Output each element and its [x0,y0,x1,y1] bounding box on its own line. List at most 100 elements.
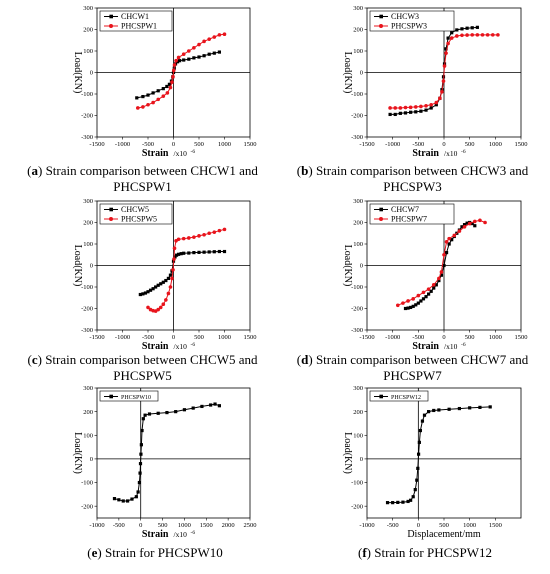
data-point-CHCW5 [217,249,221,254]
y-axis-label: Load(KN) [342,245,353,287]
legend-label: PHCSPW5 [121,215,157,224]
data-point-PHCSPW1 [171,68,176,73]
plot-frame [96,387,251,519]
data-point-PHCSPW12 [417,440,421,444]
data-point-PHCSPW1 [212,35,217,39]
data-point-CHCW1 [182,58,186,62]
y-axis-label: Load(KN) [342,432,353,474]
caption-d: (d) Strain comparison between CHCW7 and … [296,352,529,383]
data-point-PHCSPW5 [222,227,227,232]
data-point-PHCSPW3 [429,102,433,107]
data-point-PHCSPW1 [146,102,150,107]
y-tick-label: 300 [83,198,93,205]
data-point-PHCSPW1 [222,32,227,37]
legend-marker [379,217,383,221]
data-point-CHCW5 [182,251,186,255]
data-point-CHCW7 [403,306,408,311]
data-point-PHCSPW1 [156,97,160,102]
data-point-CHCW3 [465,26,469,30]
data-point-CHCW7 [465,221,469,225]
data-point-CHCW1 [212,51,216,55]
data-point-CHCW1 [207,52,211,56]
y-tick-label: 200 [83,220,93,227]
data-point-PHCSPW10 [200,404,204,409]
data-point-PHCSPW7 [483,220,487,225]
x-axis-unit-exponent: -6 [461,342,466,348]
data-point-PHCSPW5 [187,236,191,240]
data-point-CHCW7 [473,224,477,228]
x-tick-label: 500 [158,522,168,529]
data-point-CHCW7 [419,299,423,303]
data-point-CHCW5 [141,292,145,296]
data-point-PHCSPW3 [460,33,464,38]
y-tick-label: 100 [353,48,363,55]
x-axis-unit: /x10 [174,530,188,539]
legend-label: PHCSPW12 [391,395,421,401]
data-point-PHCSPW7 [416,293,421,298]
data-point-CHCW5 [156,283,160,287]
x-tick-label: 500 [465,334,475,341]
data-point-CHCW7 [414,303,418,307]
x-tick-label: -500 [412,141,424,148]
data-point-PHCSPW7 [457,229,462,233]
data-point-CHCW7 [437,278,441,283]
y-tick-label: 0 [90,263,93,270]
data-point-PHCSPW1 [192,45,196,50]
data-point-CHCW1 [135,96,139,100]
data-point-PHCSPW12 [432,408,436,413]
data-point-PHCSPW5 [172,257,176,261]
data-point-CHCW1 [165,84,169,89]
data-point-PHCSPW7 [396,303,400,308]
data-point-PHCSPW7 [439,270,444,274]
y-tick-label: 100 [83,241,93,248]
data-point-CHCW1 [178,59,182,63]
data-point-CHCW7 [470,221,474,226]
legend-box [99,390,159,402]
y-tick-label: 200 [353,409,363,416]
x-tick-label: 500 [194,334,204,341]
data-point-CHCW3 [455,28,459,32]
data-point-PHCSPW12 [478,405,482,409]
y-tick-label: -200 [81,113,93,120]
y-tick-label: 200 [353,220,363,227]
data-point-CHCW7 [409,305,413,310]
legend-marker [379,24,383,28]
y-tick-label: -200 [81,503,93,510]
data-point-PHCSPW10 [143,413,147,417]
data-point-PHCSPW10 [213,402,217,406]
data-point-PHCSPW12 [457,406,461,411]
y-tick-label: 300 [83,5,93,12]
data-point-PHCSPW3 [490,33,495,37]
data-point-CHCW3 [450,31,454,35]
data-point-PHCSPW10 [138,462,143,466]
legend-box [369,10,455,32]
data-point-PHCSPW10 [136,490,140,494]
data-point-PHCSPW1 [168,85,173,90]
data-point-PHCSPW1 [165,91,170,95]
caption-b: (b) Strain comparison between CHCW3 and … [296,163,529,194]
y-axis-label: Load(KN) [342,52,353,94]
data-point-CHCW1 [167,82,172,86]
data-point-PHCSPW3 [434,100,439,105]
data-point-PHCSPW7 [426,287,431,291]
data-point-PHCSPW3 [393,106,398,110]
data-point-CHCW3 [403,111,408,115]
data-point-CHCW7 [416,301,420,305]
data-point-PHCSPW5 [171,268,175,272]
data-point-PHCSPW12 [391,501,395,505]
legend-marker [379,394,383,399]
y-tick-label: 0 [360,263,363,270]
x-axis-label: Strain [412,341,439,352]
data-point-CHCW7 [421,297,426,301]
x-axis-label: Strain [142,341,169,352]
data-point-CHCW3 [460,27,464,31]
y-axis-label: Load(KN) [72,432,83,474]
x-tick-label: 0 [139,522,142,529]
legend-label: PHCSPW7 [391,215,427,224]
data-point-PHCSPW7 [467,221,472,226]
x-tick-label: -500 [142,334,154,341]
data-point-CHCW1 [175,60,180,64]
data-point-CHCW3 [414,110,418,114]
data-point-PHCSPW3 [424,104,428,108]
data-point-PHCSPW12 [409,498,413,502]
